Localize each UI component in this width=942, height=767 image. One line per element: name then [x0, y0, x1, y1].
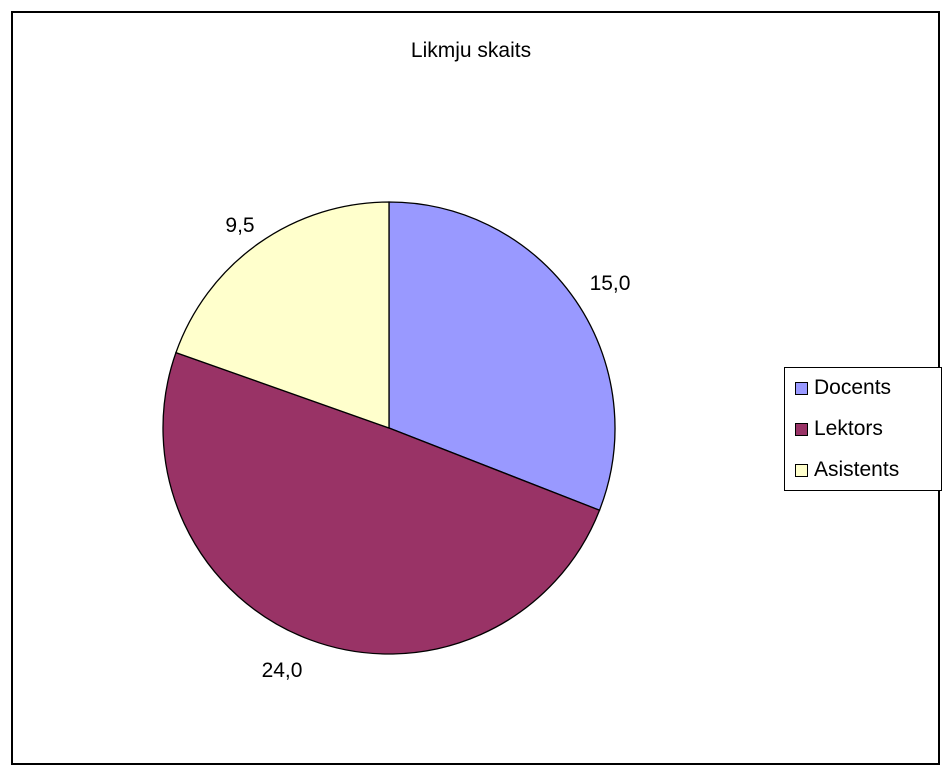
legend-label-docents: Docents: [814, 376, 892, 399]
legend-swatch-lektors: [795, 422, 808, 436]
legend-swatch-docents: [795, 381, 808, 395]
legend-item-docents: Docents: [795, 373, 891, 403]
data-label-docents: 15,0: [590, 272, 631, 295]
pie-slice-lektors: [162, 351, 601, 655]
pie-slice-docents: [388, 201, 616, 512]
legend-item-lektors: Lektors: [795, 414, 883, 444]
legend-swatch-asistents: [795, 463, 808, 477]
pie-slice-asistents: [175, 201, 390, 429]
legend-label-asistents: Asistents: [814, 458, 900, 481]
data-label-lektors: 24,0: [262, 659, 303, 682]
legend-label-lektors: Lektors: [814, 417, 883, 440]
legend-item-asistents: Asistents: [795, 455, 899, 485]
data-label-asistents: 9,5: [225, 214, 254, 237]
chart-legend: Docents Lektors Asistents: [784, 367, 942, 491]
chart-title: Likmju skaits: [411, 39, 531, 62]
